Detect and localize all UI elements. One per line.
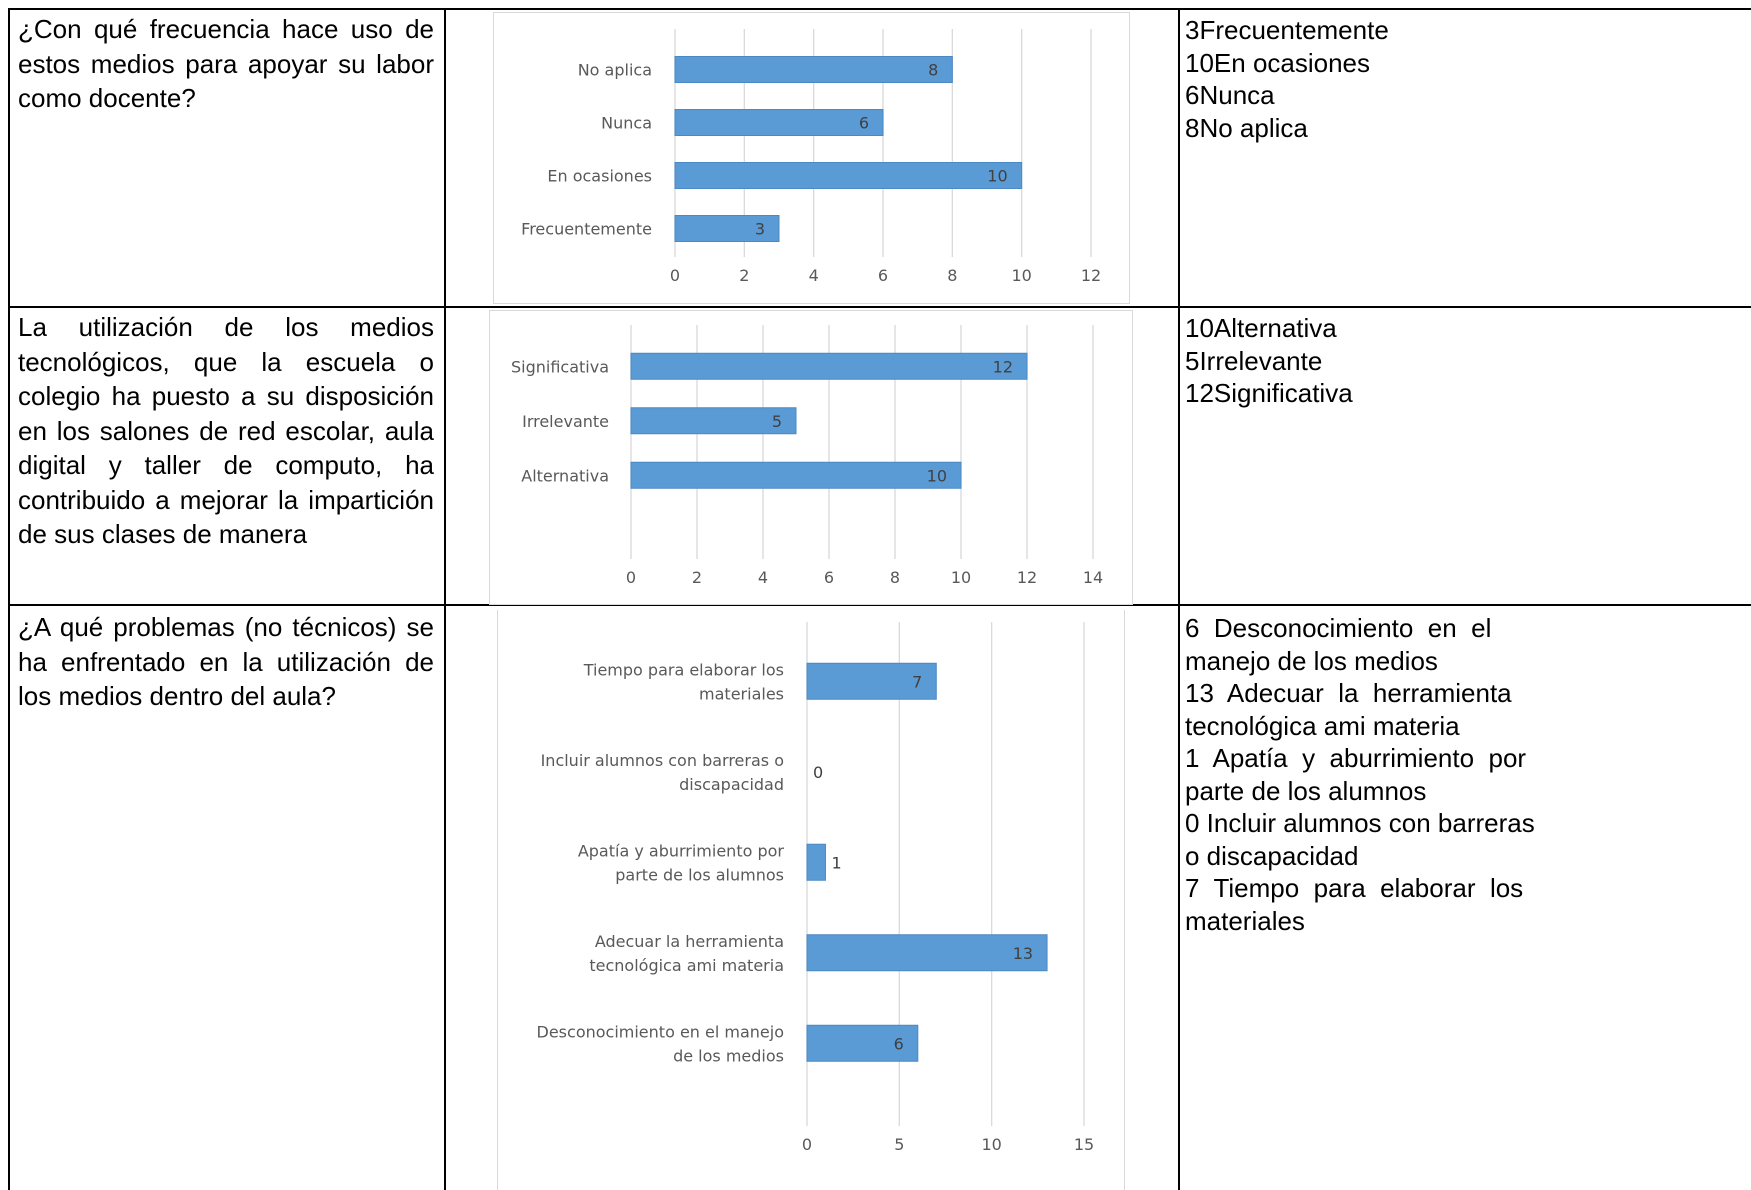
question-contribution: La utilización de los medios tecnológico… <box>18 312 434 549</box>
bar <box>630 461 962 489</box>
bar <box>674 109 884 136</box>
chart-contribution-svg: 0 2 4 6 8 10 12 14 10 Alternativa 5 Irrelevante 12 Si… <box>511 325 1103 587</box>
bar <box>674 162 1023 189</box>
question-frequency: ¿Con qué frecuencia hace uso de estos me… <box>18 14 434 113</box>
answer-line: 10Alternativa <box>1185 313 1337 343</box>
data-label: 6 <box>894 1034 904 1053</box>
chart-frequency-svg: 0 2 4 6 8 10 12 3 Frecuentemente 10 En ocasiones 6 N… <box>521 29 1101 285</box>
bar <box>674 56 953 83</box>
tick-label: 4 <box>809 266 819 285</box>
answer-line: 12Significativa <box>1185 378 1353 408</box>
bar <box>630 407 797 435</box>
data-label: 10 <box>927 466 947 485</box>
tick-label: 5 <box>894 1135 904 1154</box>
data-label: 5 <box>772 412 782 431</box>
tick-label: 10 <box>981 1135 1001 1154</box>
category-label: No aplica <box>578 61 652 80</box>
data-label: 10 <box>987 167 1007 186</box>
row-divider <box>8 306 1751 308</box>
answer-line: 7 Tiempo para elaborar los <box>1185 873 1524 903</box>
chart-problems: 0 5 10 15 6 Desconocimiento en el manejo de lo… <box>497 610 1125 1190</box>
bar <box>630 352 1028 380</box>
category-label: de los medios <box>673 1046 784 1065</box>
bar <box>806 843 826 881</box>
tick-label: 12 <box>1081 266 1101 285</box>
tick-label: 4 <box>758 568 768 587</box>
chart-frequency: 0 2 4 6 8 10 12 3 Frecuentemente 10 En ocasiones 6 N… <box>493 12 1130 304</box>
data-label: 12 <box>993 357 1013 376</box>
answer-line: 10En ocasiones <box>1185 47 1371 78</box>
tick-label: 10 <box>1011 266 1031 285</box>
tick-label: 2 <box>692 568 702 587</box>
category-label: Apatía y aburrimiento por <box>578 841 785 860</box>
answers-frequency: 3Frecuentemente 10En ocasiones 6Nunca 8N… <box>1185 14 1751 144</box>
answer-line: 6 Desconocimiento en el <box>1185 613 1492 643</box>
row-divider <box>8 604 1751 606</box>
category-label: Alternativa <box>521 466 609 485</box>
tick-label: 0 <box>802 1135 812 1154</box>
tick-label: 10 <box>951 568 971 587</box>
category-label: Tiempo para elaborar los <box>583 660 784 679</box>
bar <box>674 215 780 242</box>
answer-line: 13 Adecuar la herramienta <box>1185 678 1512 708</box>
tick-label: 0 <box>626 568 636 587</box>
answer-line: 3Frecuentemente <box>1185 15 1389 45</box>
category-label: discapacidad <box>679 775 784 794</box>
data-label: 13 <box>1013 944 1033 963</box>
answer-line: 6Nunca <box>1185 80 1275 110</box>
tick-label: 12 <box>1017 568 1037 587</box>
tick-label: 6 <box>878 266 888 285</box>
answer-line: o discapacidad <box>1185 840 1359 871</box>
tick-label: 15 <box>1074 1135 1094 1154</box>
category-label: Desconocimiento en el manejo <box>537 1022 784 1041</box>
answer-line: 0 Incluir alumnos con barreras <box>1185 808 1535 838</box>
answer-line: parte de los alumnos <box>1185 775 1427 806</box>
question-problems: ¿A qué problemas (no técnicos) se ha enf… <box>18 612 434 711</box>
column-divider <box>1178 8 1180 1190</box>
category-label: En ocasiones <box>547 167 652 186</box>
data-label: 0 <box>813 763 823 782</box>
category-label: Incluir alumnos con barreras o <box>541 751 784 770</box>
data-label: 1 <box>831 853 841 872</box>
category-label: Adecuar la herramienta <box>595 932 784 951</box>
bar <box>806 1024 919 1062</box>
answer-line: 8No aplica <box>1185 112 1308 143</box>
data-label: 7 <box>912 672 922 691</box>
tick-label: 14 <box>1083 568 1103 587</box>
bar <box>806 662 937 700</box>
answers-problems: 6 Desconocimiento en el manejo de los me… <box>1185 612 1751 937</box>
answers-contribution: 10Alternativa 5Irrelevante 12Significati… <box>1185 312 1751 410</box>
category-label: tecnológica ami materia <box>589 956 784 975</box>
answer-line: materiales <box>1185 905 1305 936</box>
data-label: 6 <box>859 114 869 133</box>
category-label: Significativa <box>511 357 609 376</box>
tick-label: 2 <box>739 266 749 285</box>
data-label: 3 <box>755 220 765 239</box>
tick-label: 6 <box>824 568 834 587</box>
chart-contribution: 0 2 4 6 8 10 12 14 10 Alternativa 5 Irrelevante 12 Si… <box>489 310 1133 605</box>
answer-line: 5Irrelevante <box>1185 345 1323 376</box>
category-label: parte de los alumnos <box>615 865 784 884</box>
category-label: materiales <box>699 684 784 703</box>
data-label: 8 <box>928 61 938 80</box>
answer-line: tecnológica ami materia <box>1185 710 1460 741</box>
answer-line: 1 Apatía y aburrimiento por <box>1185 743 1527 773</box>
tick-label: 8 <box>947 266 957 285</box>
column-divider <box>444 8 446 1190</box>
answer-line: manejo de los medios <box>1185 645 1438 676</box>
category-label: Irrelevante <box>522 412 609 431</box>
survey-table <box>8 8 1751 1190</box>
category-label: Nunca <box>601 114 652 133</box>
tick-label: 8 <box>890 568 900 587</box>
bar <box>806 934 1048 972</box>
tick-label: 0 <box>670 266 680 285</box>
category-label: Frecuentemente <box>521 220 652 239</box>
